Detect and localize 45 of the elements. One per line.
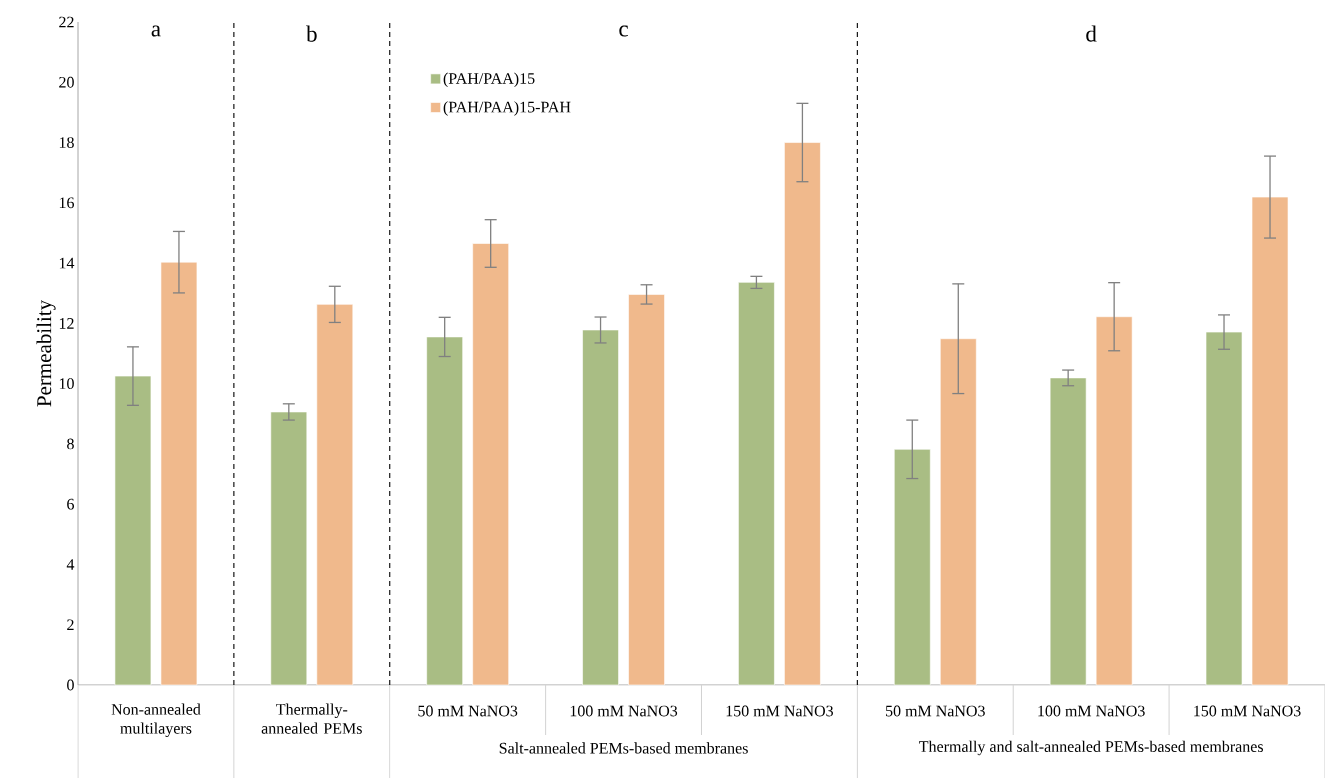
y-tick-label: 4 — [66, 559, 75, 570]
bar — [1095, 316, 1133, 686]
y-tick-label: 14 — [59, 257, 75, 269]
x-tick-label: Thermally-annealed PEMs — [261, 703, 362, 734]
bar — [1205, 331, 1243, 686]
x-tick-label: 100 mM NaNO3 — [1038, 705, 1145, 717]
annotation: a — [151, 25, 161, 37]
text: Salt-annealed PEMs-based membranes — [499, 742, 748, 754]
y-tick-label: 2 — [67, 619, 74, 631]
bar — [160, 261, 198, 686]
y-tick-label: 6 — [67, 498, 74, 510]
bar — [582, 329, 619, 686]
y-tick-label: 0 — [67, 679, 74, 691]
x-tick-label: 150 mM NaNO3 — [726, 705, 833, 717]
y-tick-label: 12 — [59, 318, 74, 329]
bar — [784, 142, 821, 686]
legend-label: (PAH/PAA)15 — [443, 72, 535, 88]
annotation: d — [1086, 25, 1097, 42]
bar — [939, 338, 977, 686]
bar — [738, 282, 775, 686]
y-tick-label: 8 — [67, 438, 74, 450]
x-tick-label: 150 mM NaNO3 — [1194, 705, 1301, 717]
annotation: c — [619, 25, 628, 37]
y-tick-label: 18 — [59, 137, 74, 148]
bar — [893, 449, 931, 686]
x-tick-label: 50 mM NaNO3 — [885, 705, 985, 717]
text: Thermally and salt-annealed PEMs-based membranes — [919, 740, 1263, 756]
y-tick-label: 10 — [59, 378, 74, 390]
bar — [114, 375, 152, 686]
bar — [628, 294, 665, 686]
annotation: b — [306, 25, 317, 42]
y-tick-label: 16 — [59, 197, 74, 209]
y-axis-title: Permeability — [36, 299, 56, 407]
x-tick-label: Non-annealed multilayers — [111, 703, 201, 738]
bar — [316, 304, 354, 686]
legend-label: (PAH/PAA)15-PAH — [443, 101, 571, 116]
bar — [426, 336, 463, 686]
bar — [1049, 377, 1087, 686]
bar — [1251, 196, 1289, 686]
y-tick-label: 22 — [59, 16, 74, 28]
bar — [472, 243, 509, 686]
x-tick-label: 50 mM NaNO3 — [418, 705, 518, 717]
x-tick-label: 100 mM NaNO3 — [570, 705, 678, 717]
bar — [270, 411, 308, 686]
y-tick-label: 20 — [59, 76, 74, 88]
